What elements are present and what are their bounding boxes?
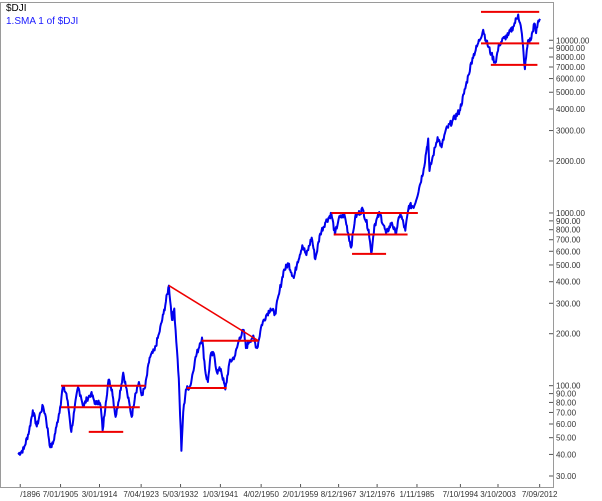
x-tick-label-6: 4/02/1950 bbox=[243, 490, 279, 499]
x-tick-label-10: 1/11/1985 bbox=[399, 490, 435, 499]
y-tick-label-8: 2000.00 bbox=[556, 157, 585, 166]
y-tick-label-0: 10000.00 bbox=[556, 36, 590, 45]
y-tick-label-7: 3000.00 bbox=[556, 127, 585, 136]
y-tick-label-11: 800.00 bbox=[556, 226, 581, 235]
y-tick-label-1: 9000.00 bbox=[556, 44, 585, 53]
y-tick-label-15: 400.00 bbox=[556, 278, 581, 287]
annotation-lines bbox=[60, 10, 540, 433]
x-axis: /1896 7/01/1905 3/01/1914 7/04/1923 5/03/193… bbox=[19, 484, 558, 499]
plot-frame bbox=[0, 2, 554, 488]
x-tick-label-7: 2/01/1959 bbox=[283, 490, 319, 499]
y-tick-label-12: 700.00 bbox=[556, 236, 581, 245]
y-tick-label-6: 4000.00 bbox=[556, 105, 585, 114]
x-tick-label-4: 5/03/1932 bbox=[163, 490, 199, 499]
x-tick-label-1: 7/01/1905 bbox=[43, 490, 79, 499]
price-series bbox=[17, 13, 541, 456]
y-tick-label-10: 900.00 bbox=[556, 217, 581, 226]
x-tick-label-3: 7/04/1923 bbox=[123, 490, 159, 499]
y-tick-label-16: 300.00 bbox=[556, 299, 581, 308]
y-tick-label-19: 90.00 bbox=[556, 390, 577, 399]
y-tick-label-4: 6000.00 bbox=[556, 75, 585, 84]
y-tick-label-21: 70.00 bbox=[556, 408, 577, 417]
x-tick-label-13: 7/09/2012 bbox=[522, 490, 558, 499]
y-tick-label-14: 500.00 bbox=[556, 261, 581, 270]
y-tick-label-3: 7000.00 bbox=[556, 63, 585, 72]
trend-line-3 bbox=[168, 284, 259, 342]
x-tick-label-0: /1896 bbox=[20, 490, 41, 499]
x-tick-label-9: 3/12/1976 bbox=[359, 490, 395, 499]
y-tick-label-2: 8000.00 bbox=[556, 53, 585, 62]
x-tick-label-2: 3/01/1914 bbox=[82, 490, 118, 499]
y-tick-label-13: 600.00 bbox=[556, 247, 581, 256]
sma-legend-label: 1.SMA 1 of $DJI bbox=[6, 16, 79, 27]
y-tick-label-23: 50.00 bbox=[556, 434, 577, 443]
y-tick-label-9: 1000.00 bbox=[556, 209, 585, 218]
series-line-0 bbox=[17, 13, 541, 456]
x-tick-label-11: 7/10/1994 bbox=[443, 490, 479, 499]
x-tick-label-12: 3/10/2003 bbox=[480, 490, 516, 499]
y-tick-label-17: 200.00 bbox=[556, 330, 581, 339]
x-tick-label-5: 1/03/1941 bbox=[203, 490, 239, 499]
y-tick-label-18: 100.00 bbox=[556, 382, 581, 391]
y-tick-label-22: 60.00 bbox=[556, 420, 577, 429]
y-tick-label-20: 80.00 bbox=[556, 398, 577, 407]
chart-symbol-label: $DJI bbox=[6, 3, 27, 14]
y-tick-label-24: 40.00 bbox=[556, 450, 577, 459]
y-tick-label-5: 5000.00 bbox=[556, 88, 585, 97]
y-tick-label-25: 30.00 bbox=[556, 472, 577, 481]
x-tick-label-8: 8/12/1967 bbox=[321, 490, 357, 499]
